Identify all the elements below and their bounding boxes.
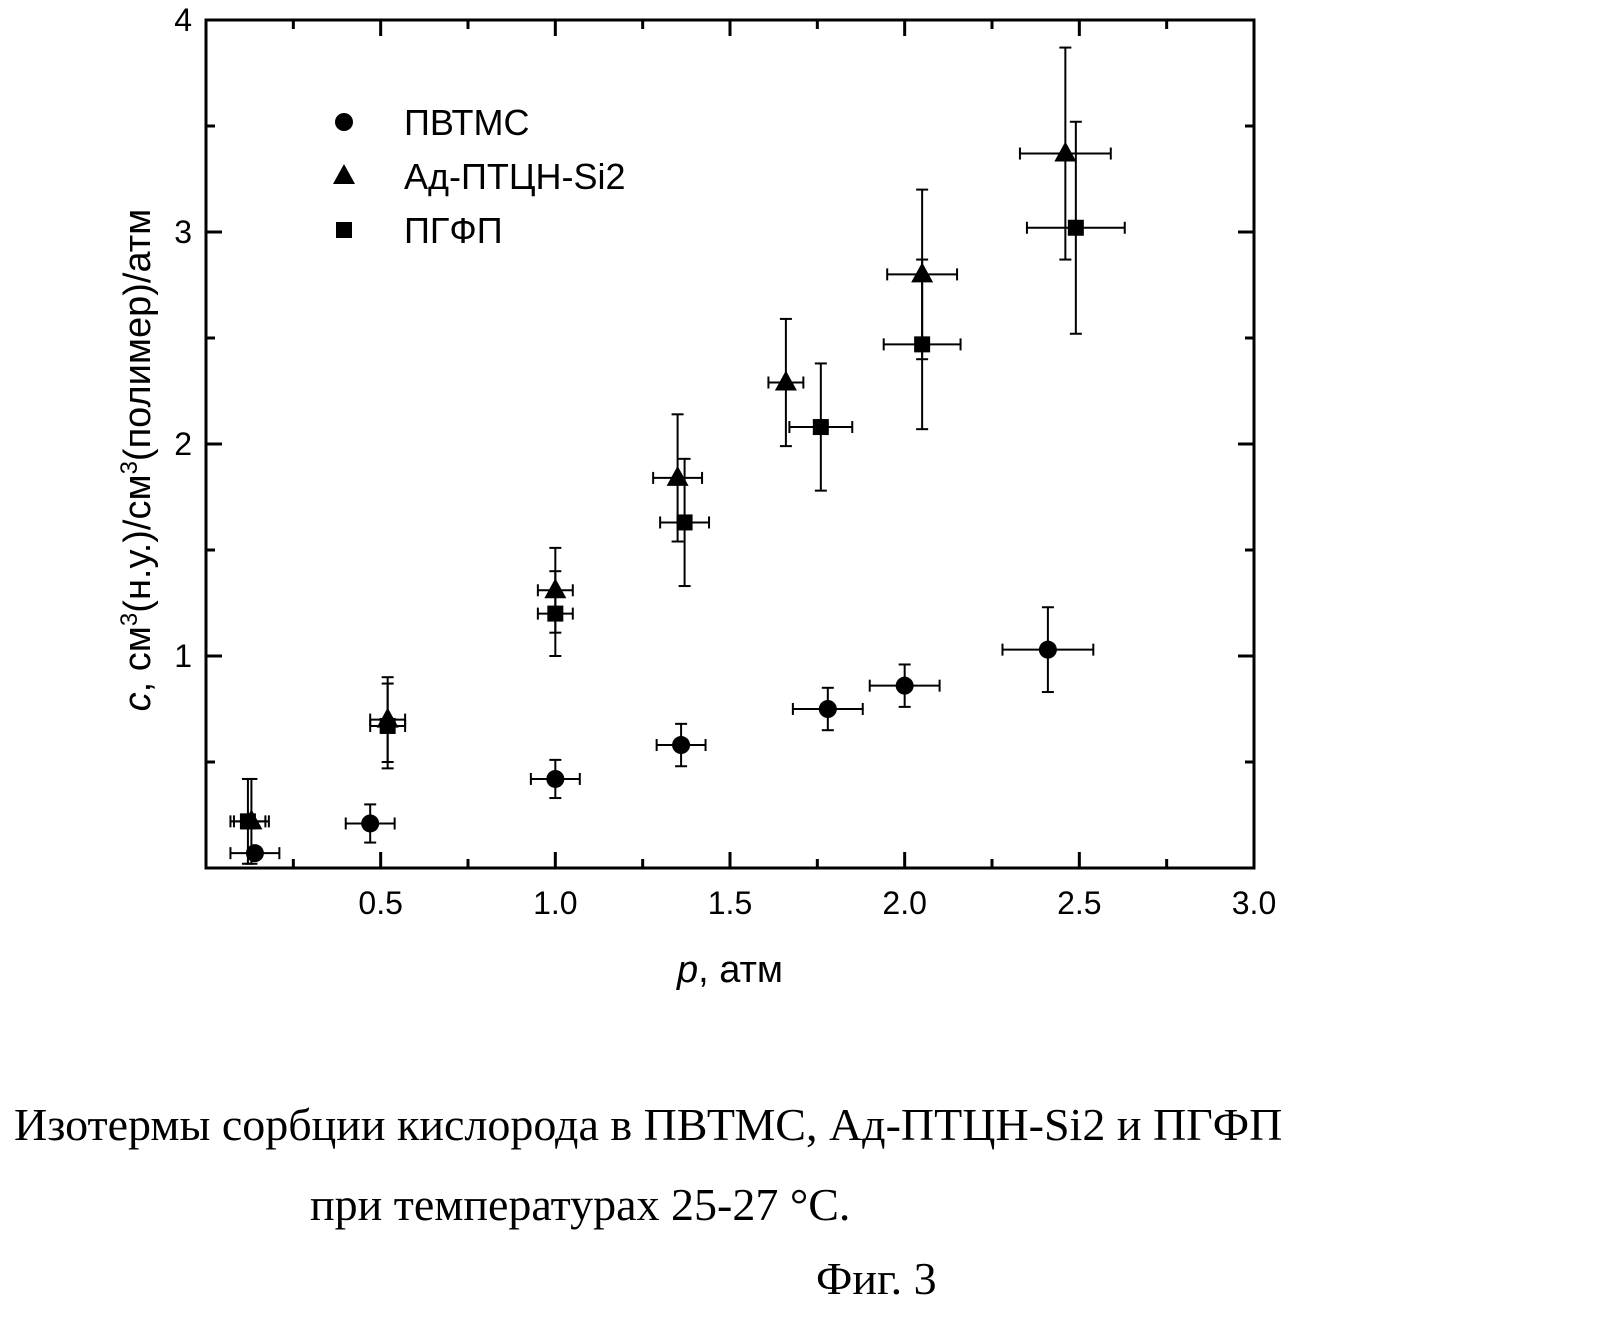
x-axis-unit: , атм xyxy=(698,949,783,991)
axis-ticks xyxy=(206,20,1254,868)
plot-frame xyxy=(206,20,1254,868)
square-marker xyxy=(677,514,693,530)
legend-circle-icon xyxy=(335,113,353,131)
data-markers xyxy=(240,142,1084,863)
y-axis-variable: c xyxy=(117,692,159,711)
triangle-marker xyxy=(911,262,933,282)
legend-entry-label: ПГФП xyxy=(404,210,503,251)
triangle-marker xyxy=(544,578,566,598)
y-tick-label: 4 xyxy=(174,2,192,38)
x-tick-label: 1.0 xyxy=(533,885,577,921)
y-tick-label: 2 xyxy=(174,426,192,462)
square-marker xyxy=(1068,220,1084,236)
figure-caption-line-2: при температурах 25-27 °С. xyxy=(310,1178,1598,1231)
y-tick-label: 1 xyxy=(174,638,192,674)
square-marker xyxy=(813,419,829,435)
square-marker xyxy=(380,718,396,734)
x-tick-label: 2.5 xyxy=(1057,885,1101,921)
circle-marker xyxy=(546,770,564,788)
triangle-marker xyxy=(775,371,797,391)
x-tick-label: 0.5 xyxy=(358,885,402,921)
x-tick-label: 3.0 xyxy=(1232,885,1276,921)
y-axis-label-part: (н.у.)/см xyxy=(117,474,159,612)
x-tick-label: 2.0 xyxy=(882,885,926,921)
axis-tick-labels: 0.5 1.0 1.5 2.0 2.5 3.0 1 2 3 4 xyxy=(174,2,1276,921)
x-axis-variable: p xyxy=(676,949,698,991)
circle-marker xyxy=(896,677,914,695)
y-axis-label-part: (полимер)/атм xyxy=(117,209,159,461)
y-axis-label-superscript: 3 xyxy=(116,613,143,626)
square-marker xyxy=(914,336,930,352)
legend-triangle-icon xyxy=(333,164,355,184)
circle-marker xyxy=(246,844,264,862)
circle-marker xyxy=(819,700,837,718)
triangle-marker xyxy=(1054,142,1076,162)
circle-marker xyxy=(1039,641,1057,659)
y-axis-label-superscript: 3 xyxy=(116,461,143,474)
figure-caption-line-1: Изотермы сорбции кислорода в ПВТМС, Ад-П… xyxy=(14,1098,1598,1151)
circle-marker xyxy=(672,736,690,754)
x-axis-label: p, атм xyxy=(676,949,783,991)
circle-marker xyxy=(361,814,379,832)
legend: ПВТМС Ад-ПТЦН-Si2 ПГФП xyxy=(333,102,626,251)
sorption-isotherm-chart: 0.51.01.52.02.53.01234 ПВТМСАд-ПТЦН-Si2П… xyxy=(0,0,1598,1060)
y-tick-label: 3 xyxy=(174,214,192,250)
y-axis-label: c, см3(н.у.)/см3(полимер)/атм xyxy=(116,209,160,712)
legend-entry-label: Ад-ПТЦН-Si2 xyxy=(404,156,626,197)
square-marker xyxy=(240,813,256,829)
legend-square-icon xyxy=(336,222,352,238)
figure-number-label: Фиг. 3 xyxy=(816,1252,1598,1305)
square-marker xyxy=(547,606,563,622)
y-axis-label-part: , см xyxy=(117,626,159,692)
legend-entry-label: ПВТМС xyxy=(404,102,529,143)
x-tick-label: 1.5 xyxy=(708,885,752,921)
